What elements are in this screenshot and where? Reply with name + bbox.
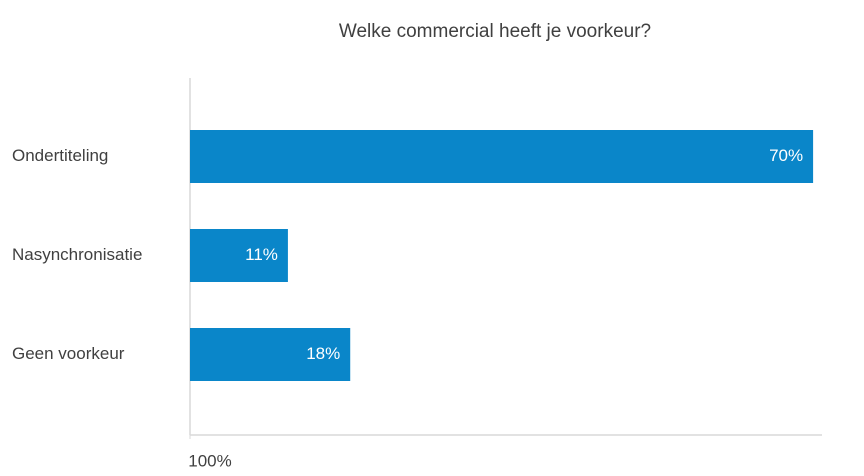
chart-title: Welke commercial heeft je voorkeur?: [339, 21, 651, 42]
y-tick-label: Geen voorkeur: [12, 344, 125, 363]
y-tick-label: Nasynchronisatie: [12, 245, 142, 264]
bar: [190, 328, 351, 381]
x-tick-label: 100%: [188, 451, 231, 470]
y-tick-label: Ondertiteling: [12, 146, 108, 165]
value-label: 18%: [306, 344, 340, 363]
value-label: 11%: [245, 245, 278, 264]
bar: [190, 130, 814, 183]
value-label: 70%: [769, 146, 803, 165]
bar: [190, 229, 288, 282]
